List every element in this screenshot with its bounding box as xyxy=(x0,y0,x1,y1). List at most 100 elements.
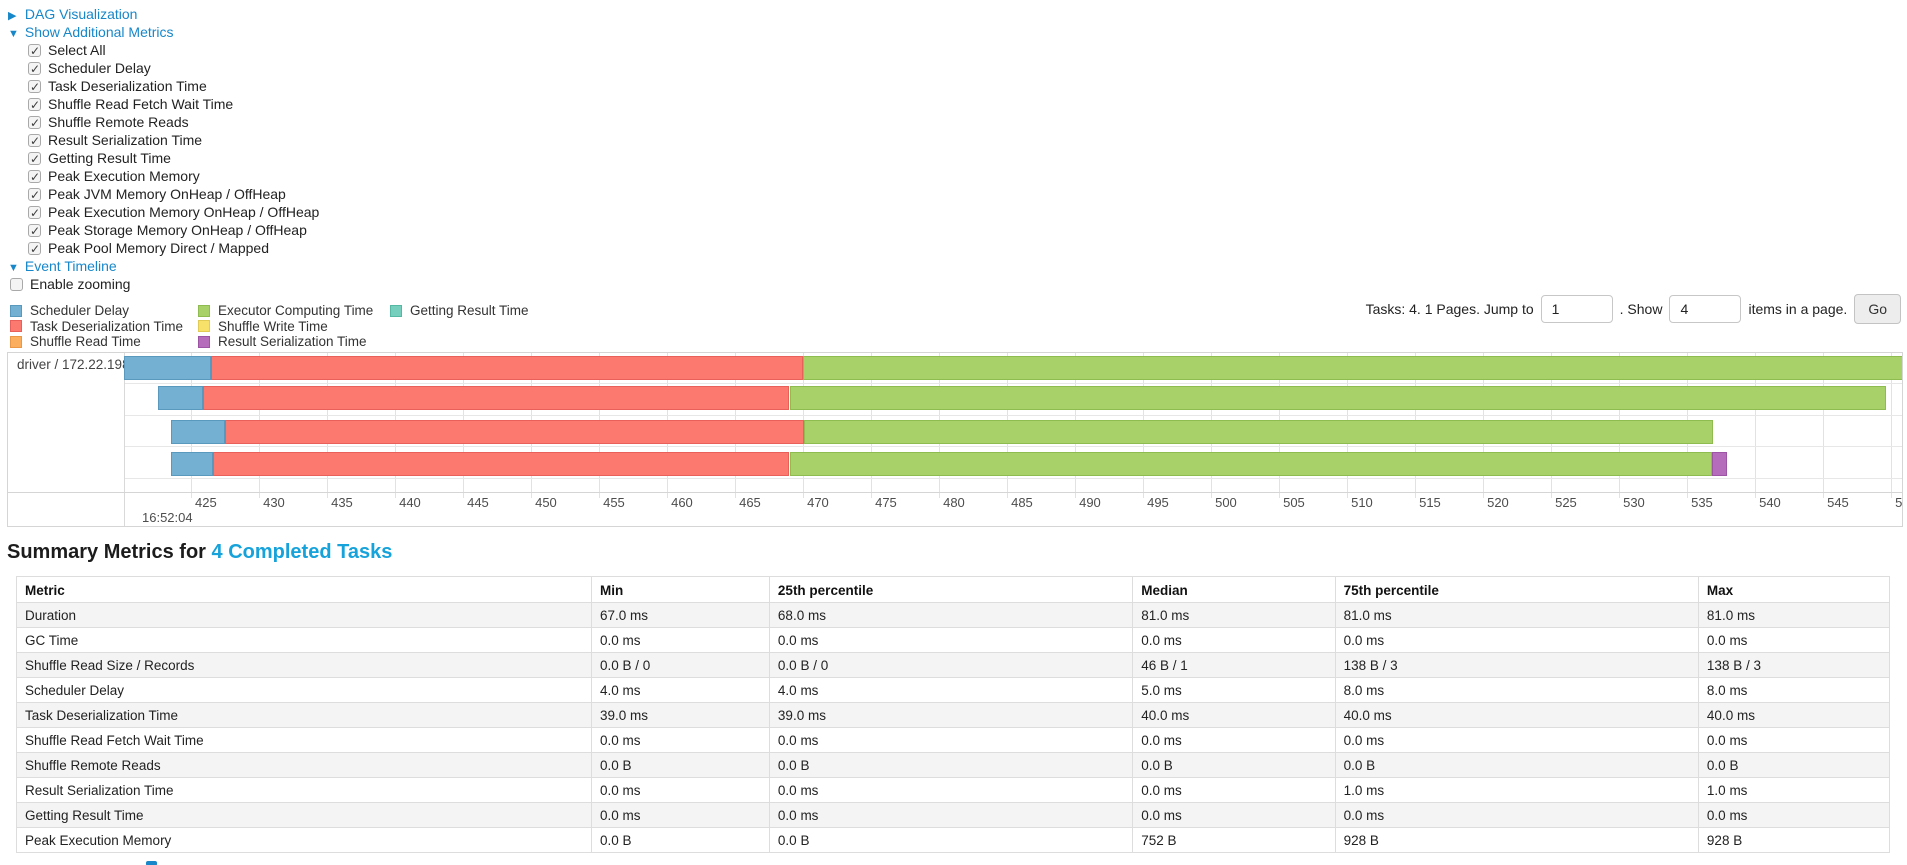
table-cell: 81.0 ms xyxy=(1132,602,1336,628)
timeline-segment-task-deserialization-time[interactable] xyxy=(212,452,790,476)
timeline-segment-executor-computing-time[interactable] xyxy=(789,386,1886,410)
dag-visualization-label: DAG Visualization xyxy=(24,6,138,22)
table-cell: Shuffle Remote Reads xyxy=(16,752,592,778)
table-cell: 4.0 ms xyxy=(768,677,1134,703)
timeline-segment-scheduler-delay[interactable] xyxy=(124,356,212,380)
go-button[interactable]: Go xyxy=(1854,294,1901,324)
metric-checkbox[interactable] xyxy=(28,222,41,240)
clipped-next-section-fragment xyxy=(146,861,157,865)
metric-checkbox[interactable] xyxy=(28,132,41,150)
summary-heading-text: Summary Metrics for xyxy=(7,541,212,563)
additional-metrics-list: Select All Scheduler Delay Task Deserial… xyxy=(8,41,319,258)
axis-tick-label: 450 xyxy=(535,495,557,510)
legend-item: Getting Result Time xyxy=(390,303,529,319)
metric-checkbox-label: Peak Execution Memory xyxy=(48,168,200,184)
axis-tick-label: 540 xyxy=(1759,495,1781,510)
table-cell: 0.0 ms xyxy=(591,627,770,653)
timeline-segment-scheduler-delay[interactable] xyxy=(170,452,213,476)
axis-tick-label: 535 xyxy=(1691,495,1713,510)
table-cell: 0.0 ms xyxy=(1132,777,1336,803)
row-separator xyxy=(125,383,1902,384)
axis-divider xyxy=(8,492,1902,493)
row-separator xyxy=(125,478,1902,479)
event-timeline-chart: driver / 172.22.198.104 425 430 435 440 445 4… xyxy=(7,352,1903,527)
timeline-segment-task-deserialization-time[interactable] xyxy=(203,386,790,410)
show-additional-metrics-toggle[interactable]: ▼ Show Additional Metrics xyxy=(8,23,319,41)
task-pagination: Tasks: 4. 1 Pages. Jump to . Show items … xyxy=(1366,294,1901,324)
legend-label: Shuffle Write Time xyxy=(218,318,328,334)
axis-tick-label: 545 xyxy=(1827,495,1849,510)
metric-checkbox-label: Getting Result Time xyxy=(48,150,171,166)
timeline-segment-executor-computing-time[interactable] xyxy=(804,420,1713,444)
axis-tick-label: 520 xyxy=(1487,495,1509,510)
event-timeline-toggle[interactable]: ▼ Event Timeline xyxy=(8,257,319,275)
show-additional-metrics-label: Show Additional Metrics xyxy=(24,24,174,40)
metric-checkbox-label: Scheduler Delay xyxy=(48,60,151,76)
table-row: Shuffle Read Size / Records 0.0 B / 0 0.0 … xyxy=(16,652,1891,678)
table-cell: GC Time xyxy=(16,627,592,653)
table-cell: 0.0 B / 0 xyxy=(591,652,770,678)
table-cell: 0.0 ms xyxy=(1697,727,1891,753)
metric-checkbox[interactable] xyxy=(28,186,41,204)
jump-to-page-input[interactable] xyxy=(1540,295,1613,323)
metric-checkbox[interactable] xyxy=(28,168,41,186)
summary-metrics-heading: Summary Metrics for 4 Completed Tasks xyxy=(7,541,392,564)
metric-checkbox[interactable] xyxy=(28,204,41,222)
table-cell: 8.0 ms xyxy=(1334,677,1699,703)
legend-color-swatch-icon xyxy=(198,304,210,317)
table-row: Scheduler Delay 4.0 ms 4.0 ms 5.0 ms 8.0 ms 8… xyxy=(16,677,1891,703)
metric-checkbox-row: Peak Execution Memory xyxy=(8,167,319,186)
legend-label: Task Deserialization Time xyxy=(30,318,184,334)
table-cell: 1.0 ms xyxy=(1697,777,1891,803)
table-cell: Peak Execution Memory xyxy=(16,827,592,853)
timeline-segment-result-serialization-time[interactable] xyxy=(1711,452,1727,476)
table-cell: 138 B / 3 xyxy=(1334,652,1699,678)
table-row: GC Time 0.0 ms 0.0 ms 0.0 ms 0.0 ms 0.0 ms xyxy=(16,627,1891,653)
legend-color-swatch-icon xyxy=(198,335,210,348)
table-header-row: Metric Min 25th percentile Median 75th perce… xyxy=(16,576,1891,603)
metric-checkbox-row: Peak JVM Memory OnHeap / OffHeap xyxy=(8,185,319,204)
timeline-segment-executor-computing-time[interactable] xyxy=(789,452,1712,476)
table-cell: 68.0 ms xyxy=(768,602,1134,628)
completed-tasks-link[interactable]: 4 Completed Tasks xyxy=(211,541,393,563)
gridline xyxy=(1891,353,1893,498)
table-cell: 0.0 ms xyxy=(1697,802,1891,828)
row-separator xyxy=(125,415,1902,416)
timeline-segment-scheduler-delay[interactable] xyxy=(170,420,225,444)
timeline-segment-task-deserialization-time[interactable] xyxy=(211,356,803,380)
metric-checkbox[interactable] xyxy=(28,60,41,78)
table-cell: 8.0 ms xyxy=(1697,677,1891,703)
axis-tick-label: 490 xyxy=(1079,495,1101,510)
timeline-segment-task-deserialization-time[interactable] xyxy=(225,420,805,444)
timeline-segment-executor-computing-time[interactable] xyxy=(803,356,1902,380)
metric-checkbox[interactable] xyxy=(28,240,41,258)
enable-zooming-label: Enable zooming xyxy=(30,276,131,292)
metric-checkbox[interactable] xyxy=(28,42,41,60)
dag-visualization-toggle[interactable]: ▶ DAG Visualization xyxy=(8,5,319,23)
legend-item: Shuffle Read Time xyxy=(10,334,198,350)
metric-checkbox[interactable] xyxy=(28,96,41,114)
event-timeline-label: Event Timeline xyxy=(24,258,117,274)
items-per-page-text: items in a page. xyxy=(1748,301,1848,317)
table-cell: Result Serialization Time xyxy=(16,777,592,803)
metric-checkbox-row: Task Deserialization Time xyxy=(8,77,319,96)
table-cell: 0.0 ms xyxy=(1334,627,1699,653)
metric-checkbox[interactable] xyxy=(28,150,41,168)
legend-label: Shuffle Read Time xyxy=(30,334,141,350)
timeline-segment-scheduler-delay[interactable] xyxy=(158,386,204,410)
axis-tick-label: 510 xyxy=(1351,495,1373,510)
metric-checkbox[interactable] xyxy=(28,78,41,96)
metric-checkbox[interactable] xyxy=(28,114,41,132)
enable-zooming-checkbox[interactable] xyxy=(10,277,23,291)
metric-checkbox-row: Peak Storage Memory OnHeap / OffHeap xyxy=(8,221,319,240)
legend-item: Shuffle Write Time xyxy=(198,319,390,335)
items-per-page-input[interactable] xyxy=(1669,295,1742,323)
axis-tick-label: 475 xyxy=(875,495,897,510)
gridline xyxy=(1755,353,1757,498)
table-row: Duration 67.0 ms 68.0 ms 81.0 ms 81.0 ms 81.0… xyxy=(16,602,1891,628)
table-cell: 67.0 ms xyxy=(591,602,770,628)
metric-checkbox-label: Peak Pool Memory Direct / Mapped xyxy=(48,240,269,256)
axis-tick-label: 550 xyxy=(1895,495,1903,510)
table-cell: 0.0 ms xyxy=(591,727,770,753)
metric-checkbox-label: Peak JVM Memory OnHeap / OffHeap xyxy=(48,186,286,202)
